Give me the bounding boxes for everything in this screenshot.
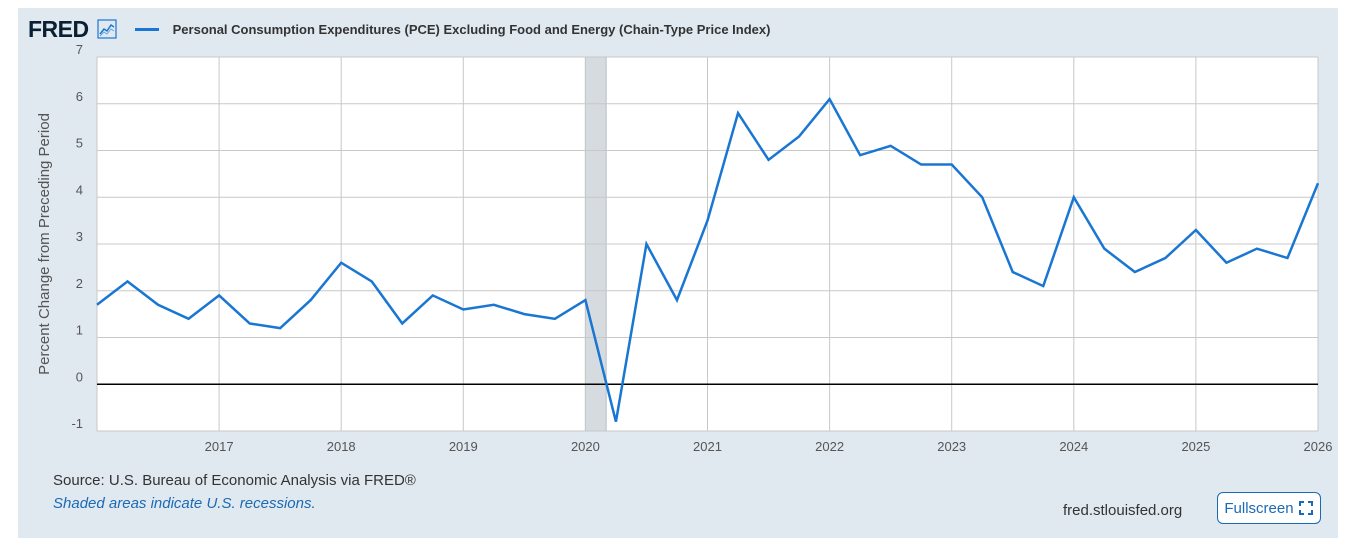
recession-note: Shaded areas indicate U.S. recessions. xyxy=(53,495,316,512)
site-url[interactable]: fred.stlouisfed.org xyxy=(1063,502,1183,519)
fullscreen-label: Fullscreen xyxy=(1224,499,1294,517)
y-tick-label: 3 xyxy=(76,229,83,244)
y-tick-label: -1 xyxy=(71,416,83,431)
x-tick-label: 2023 xyxy=(937,439,966,454)
y-tick-label: 1 xyxy=(76,323,83,338)
x-tick-label: 2017 xyxy=(205,439,234,454)
x-tick-label: 2018 xyxy=(327,439,356,454)
line-chart: -1 0 1 2 3 4 5 6 7 2017 2018 2019 2020 2021 2022 2023 20… xyxy=(36,42,1333,454)
series-line-0 xyxy=(96,96,1320,422)
y-tick-label: 0 xyxy=(76,369,83,384)
y-tick-label: 2 xyxy=(76,276,83,291)
x-tick-label: 2019 xyxy=(449,439,478,454)
fullscreen-button[interactable]: Fullscreen xyxy=(1217,492,1321,524)
expand-icon xyxy=(1298,501,1313,515)
x-tick-label: 2026 xyxy=(1304,439,1333,454)
y-axis-title: Percent Change from Preceding Period xyxy=(36,113,53,375)
x-tick-label: 2022 xyxy=(815,439,844,454)
fred-logo[interactable]: FRED xyxy=(28,15,89,42)
source-text: Source: U.S. Bureau of Economic Analysis… xyxy=(53,472,416,489)
legend-series-label: Personal Consumption Expenditures (PCE) … xyxy=(172,21,771,37)
legend-swatch xyxy=(134,27,159,31)
y-tick-label: 4 xyxy=(76,182,83,197)
x-tick-label: 2024 xyxy=(1059,439,1088,454)
x-tick-label: 2020 xyxy=(571,439,600,454)
line-chart-icon xyxy=(97,19,117,39)
chart-header: FRED Personal Consumption Expenditures (… xyxy=(28,14,770,44)
y-tick-label: 7 xyxy=(76,42,83,57)
x-tick-label: 2025 xyxy=(1181,439,1210,454)
x-tick-label: 2021 xyxy=(693,439,722,454)
y-tick-label: 6 xyxy=(76,89,83,104)
y-tick-label: 5 xyxy=(76,136,83,151)
